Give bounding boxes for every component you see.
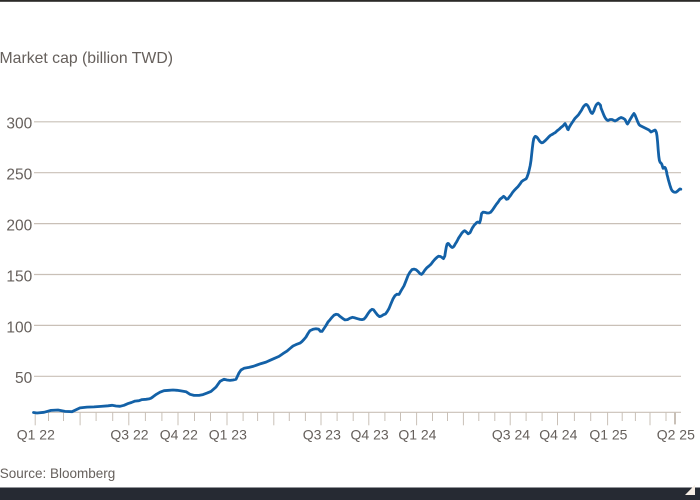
svg-text:Source: Bloomberg: Source: Bloomberg bbox=[0, 466, 115, 481]
svg-text:200: 200 bbox=[6, 218, 32, 235]
svg-text:Q4 24: Q4 24 bbox=[539, 426, 577, 442]
svg-text:Market cap (billion TWD): Market cap (billion TWD) bbox=[0, 50, 173, 67]
svg-text:Q3 23: Q3 23 bbox=[303, 426, 341, 442]
svg-text:Q2 25: Q2 25 bbox=[657, 426, 695, 442]
svg-text:150: 150 bbox=[6, 268, 32, 285]
svg-text:100: 100 bbox=[6, 319, 32, 336]
svg-text:Q3 24: Q3 24 bbox=[492, 426, 530, 442]
svg-text:Q1 23: Q1 23 bbox=[209, 426, 247, 442]
svg-text:250: 250 bbox=[6, 167, 32, 184]
svg-text:300: 300 bbox=[6, 116, 32, 133]
svg-text:Q1 24: Q1 24 bbox=[398, 426, 436, 442]
svg-text:50: 50 bbox=[15, 370, 33, 387]
svg-text:Q1 25: Q1 25 bbox=[589, 426, 627, 442]
svg-text:Q4 22: Q4 22 bbox=[160, 426, 198, 442]
svg-text:Q1 22: Q1 22 bbox=[17, 426, 55, 442]
svg-text:Q4 23: Q4 23 bbox=[351, 426, 389, 442]
svg-text:Q3 22: Q3 22 bbox=[110, 426, 148, 442]
